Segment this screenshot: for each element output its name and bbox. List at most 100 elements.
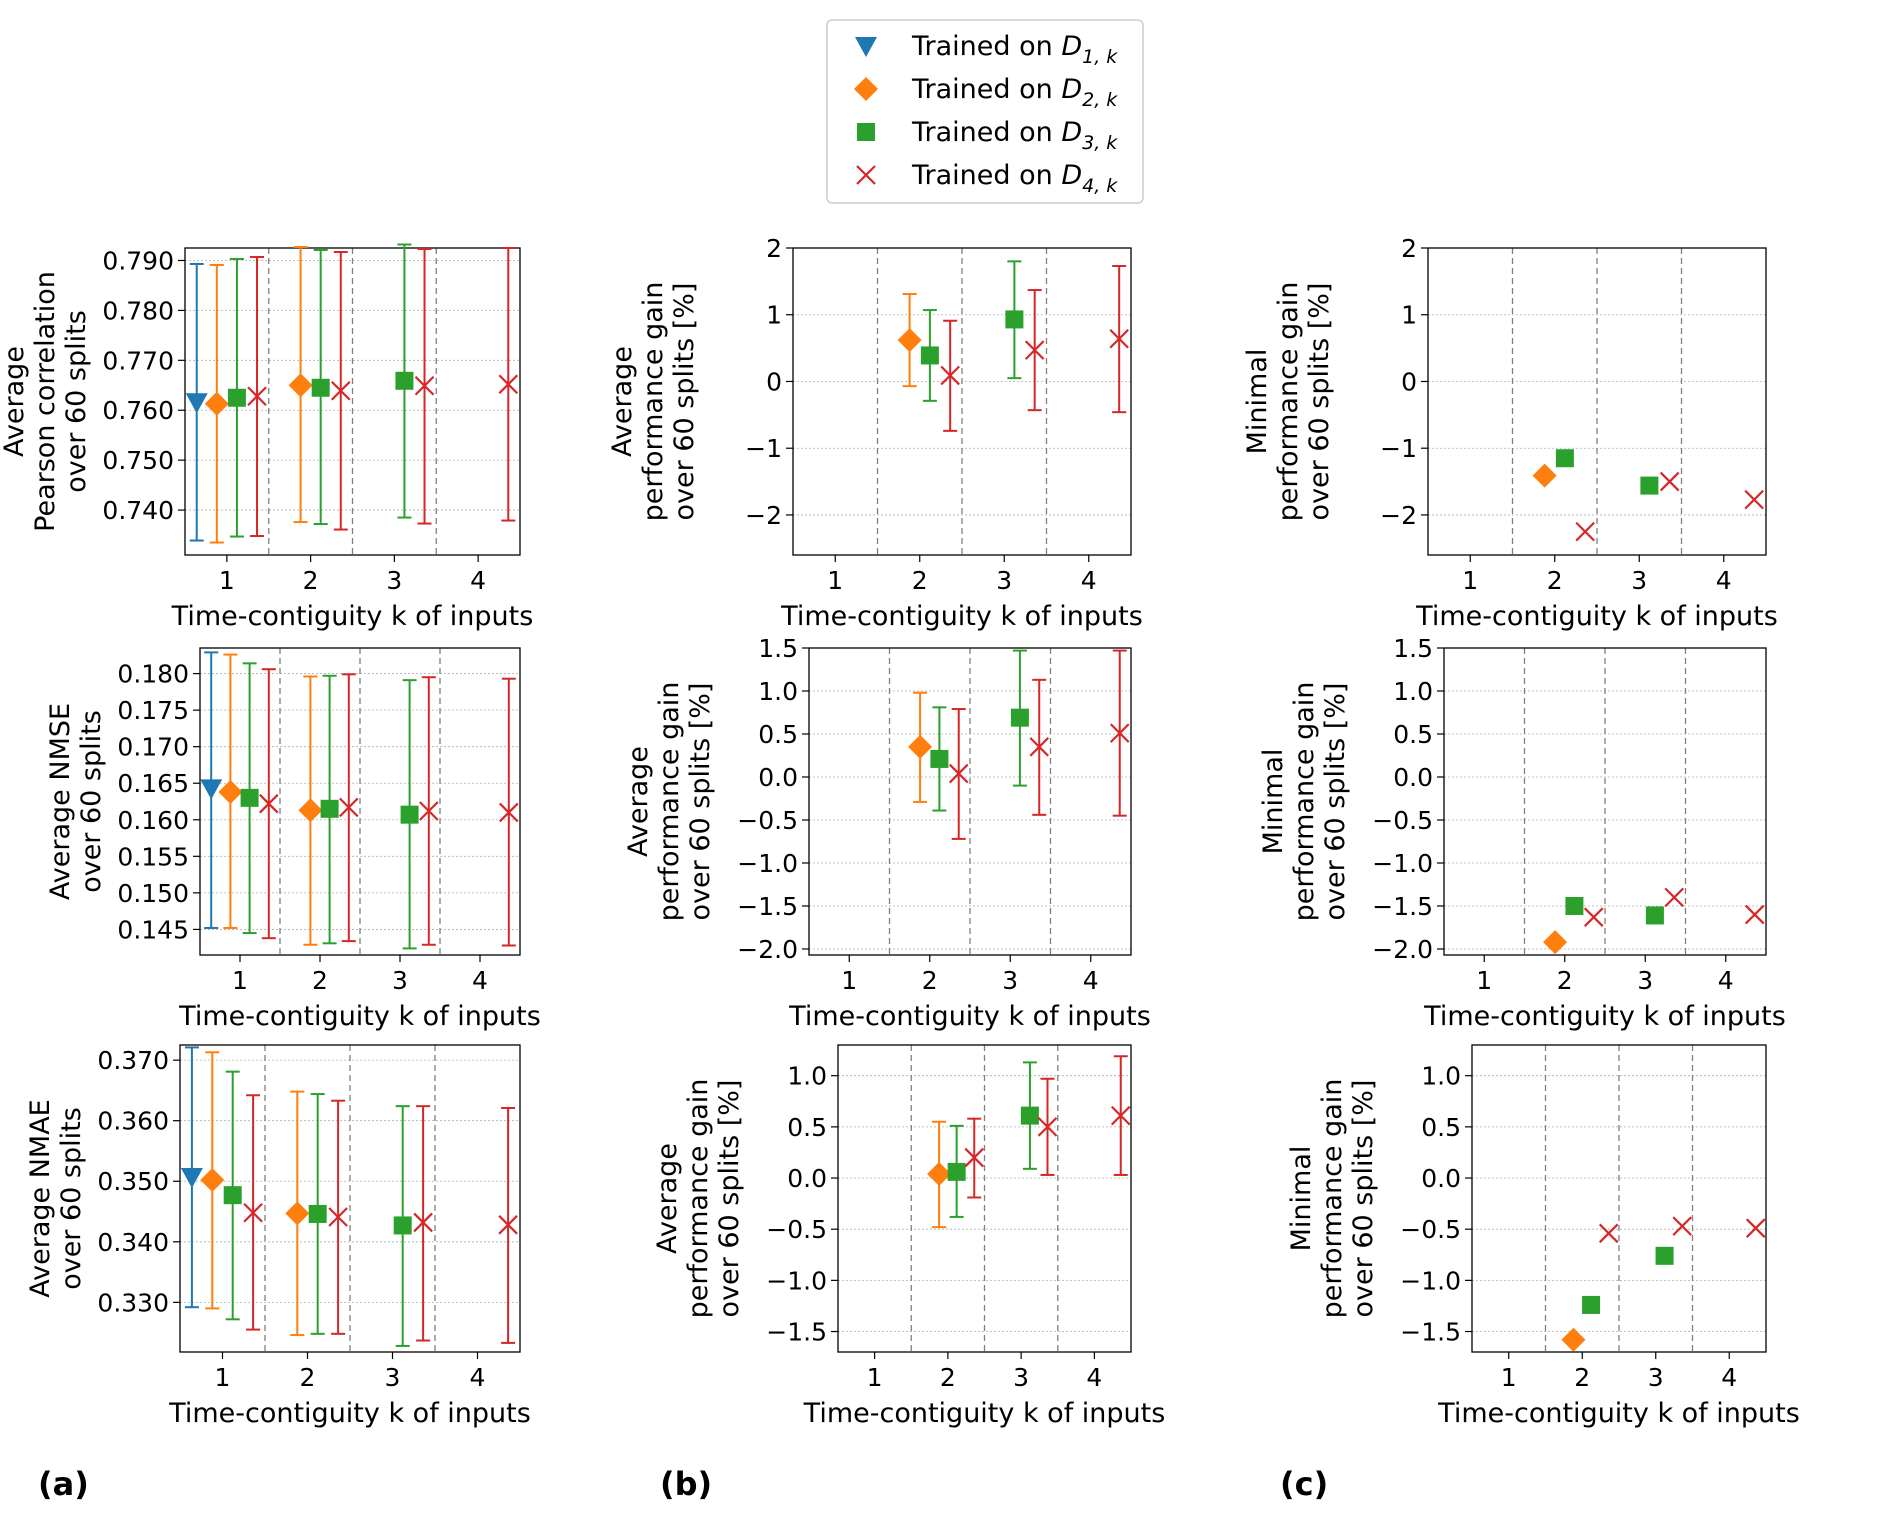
- x-tick-label: 3: [1002, 966, 1018, 995]
- data-point: [1024, 340, 1045, 360]
- data-point: [1744, 489, 1764, 510]
- data-point: [200, 1168, 225, 1193]
- y-axis-label-line: performance gain: [654, 682, 685, 922]
- panel-b-mid: −2.0 −1.5 −1.0 −0.5 0.0 0.5 1.0 1.5 1 2 3 4 Time-con…: [623, 634, 1151, 1032]
- data-point: [1020, 1106, 1039, 1125]
- axes-frame: [837, 1044, 1132, 1353]
- y-tick-label: −0.5: [737, 806, 798, 835]
- data-point: [1543, 930, 1568, 955]
- data-point: [298, 798, 323, 823]
- y-tick-label: −1.5: [737, 892, 798, 921]
- y-axis-label-line: over 60 splits: [61, 310, 92, 493]
- y-tick-label: 0.0: [1393, 763, 1433, 792]
- legend-symbol: D: [1061, 31, 1082, 62]
- y-axis-label-line: over 60 splits: [56, 1107, 87, 1290]
- data-point: [240, 788, 259, 807]
- y-tick-label: −0.5: [1372, 806, 1433, 835]
- y-axis-label-line: performance gain: [1317, 1079, 1348, 1319]
- legend-marker: [855, 37, 877, 57]
- y-tick-label: 1: [1401, 301, 1417, 330]
- panel-a-top: 0.740 0.750 0.760 0.770 0.780 0.790 1 2 3 4 Time-c…: [0, 243, 533, 632]
- y-axis-label: Averageperformance gainover 60 splits [%…: [607, 282, 700, 522]
- data-point: [328, 1207, 348, 1227]
- axes-frame: [184, 247, 521, 556]
- y-axis-label-line: Minimal: [1242, 349, 1273, 455]
- x-axis-label: Time-contiguity k of inputs: [788, 1001, 1151, 1032]
- x-axis-label: Time-contiguity k of inputs: [780, 601, 1143, 632]
- data-point: [259, 793, 279, 814]
- data-point: [1655, 1246, 1674, 1265]
- panel-c-top: −2 −1 0 1 2 1 2 3 4 Time-contiguity k of inputs Mi…: [1242, 234, 1778, 632]
- y-tick-label: 0.5: [1421, 1113, 1461, 1142]
- legend-symbol: D: [1061, 160, 1082, 191]
- legend-prefix: Trained on: [911, 117, 1061, 148]
- y-axis-label-line: over 60 splits [%]: [1348, 1080, 1379, 1318]
- x-axis-label: Time-contiguity k of inputs: [803, 1398, 1166, 1429]
- y-axis-label: Averageperformance gainover 60 splits [%…: [623, 682, 716, 922]
- panel-c-mid: −2.0 −1.5 −1.0 −0.5 0.0 0.5 1.0 1.5 1 2 3 4 Time-con…: [1258, 634, 1786, 1032]
- data-point: [247, 386, 267, 407]
- x-axis-label: Time-contiguity k of inputs: [1415, 601, 1778, 632]
- y-axis-label-line: Average: [0, 346, 30, 457]
- legend-label: Trained on D1, k: [911, 31, 1118, 68]
- y-axis-label-line: performance gain: [683, 1079, 714, 1319]
- axes-frame: [1471, 1044, 1767, 1353]
- x-tick-label: 4: [472, 966, 488, 995]
- axes-frame: [1427, 247, 1767, 556]
- x-tick-label: 2: [922, 966, 938, 995]
- y-tick-label: 0.180: [117, 660, 189, 689]
- x-tick-label: 3: [1013, 1363, 1029, 1392]
- data-point: [1109, 328, 1129, 349]
- y-tick-label: 1: [766, 301, 782, 330]
- legend-marker: [857, 123, 875, 141]
- x-tick-label: 3: [385, 1363, 401, 1392]
- panel-a-bot: 0.330 0.340 0.350 0.360 0.370 1 2 3 4 Time-contig…: [25, 1044, 531, 1429]
- y-axis-label-line: Average: [607, 346, 638, 457]
- y-axis-label-line: Minimal: [1258, 749, 1289, 855]
- y-tick-label: 0.165: [117, 769, 189, 798]
- data-point: [1598, 1223, 1619, 1244]
- x-tick-label: 4: [1718, 966, 1734, 995]
- y-tick-label: 0.5: [787, 1113, 827, 1142]
- data-point: [1744, 904, 1765, 925]
- axes-frame: [179, 1044, 521, 1353]
- legend-prefix: Trained on: [911, 160, 1061, 191]
- y-axis-label-line: performance gain: [638, 282, 669, 522]
- x-tick-label: 4: [470, 566, 486, 595]
- data-point: [930, 749, 949, 768]
- y-axis-label: Averageperformance gainover 60 splits [%…: [652, 1079, 745, 1319]
- x-tick-label: 1: [827, 566, 843, 595]
- x-tick-label: 3: [996, 566, 1012, 595]
- legend-symbol: D: [1061, 74, 1082, 105]
- y-tick-label: −2.0: [1372, 935, 1433, 964]
- y-axis-label: Minimalperformance gainover 60 splits [%…: [1286, 1079, 1379, 1319]
- y-tick-label: 0.175: [117, 696, 189, 725]
- y-tick-label: −1.5: [1372, 892, 1433, 921]
- legend-subscript: 2, k: [1082, 89, 1118, 111]
- x-tick-label: 3: [1631, 566, 1647, 595]
- x-tick-label: 2: [300, 1363, 316, 1392]
- data-point: [1010, 708, 1029, 727]
- data-point: [927, 1161, 952, 1186]
- data-point: [1640, 476, 1659, 495]
- y-tick-label: 1.0: [1421, 1062, 1461, 1091]
- data-point: [311, 378, 330, 397]
- y-axis-label-line: over 60 splits [%]: [714, 1080, 745, 1318]
- data-point: [1672, 1216, 1692, 1236]
- y-tick-label: 0.330: [97, 1288, 169, 1317]
- data-point: [308, 1204, 327, 1223]
- axes-frame: [199, 647, 521, 956]
- data-point: [947, 1162, 966, 1181]
- x-tick-label: 1: [232, 966, 248, 995]
- y-axis-label-line: performance gain: [1289, 682, 1320, 922]
- panel-label-c: (c): [1280, 1465, 1328, 1503]
- y-axis-label: Average NMSEover 60 splits: [45, 703, 107, 900]
- y-tick-label: −2.0: [737, 935, 798, 964]
- data-point: [393, 1216, 412, 1235]
- y-axis-label-line: Minimal: [1286, 1146, 1317, 1252]
- y-tick-label: 0.170: [117, 733, 189, 762]
- y-tick-label: −1.0: [1400, 1266, 1461, 1295]
- x-tick-label: 1: [1501, 1363, 1517, 1392]
- data-point: [908, 734, 933, 759]
